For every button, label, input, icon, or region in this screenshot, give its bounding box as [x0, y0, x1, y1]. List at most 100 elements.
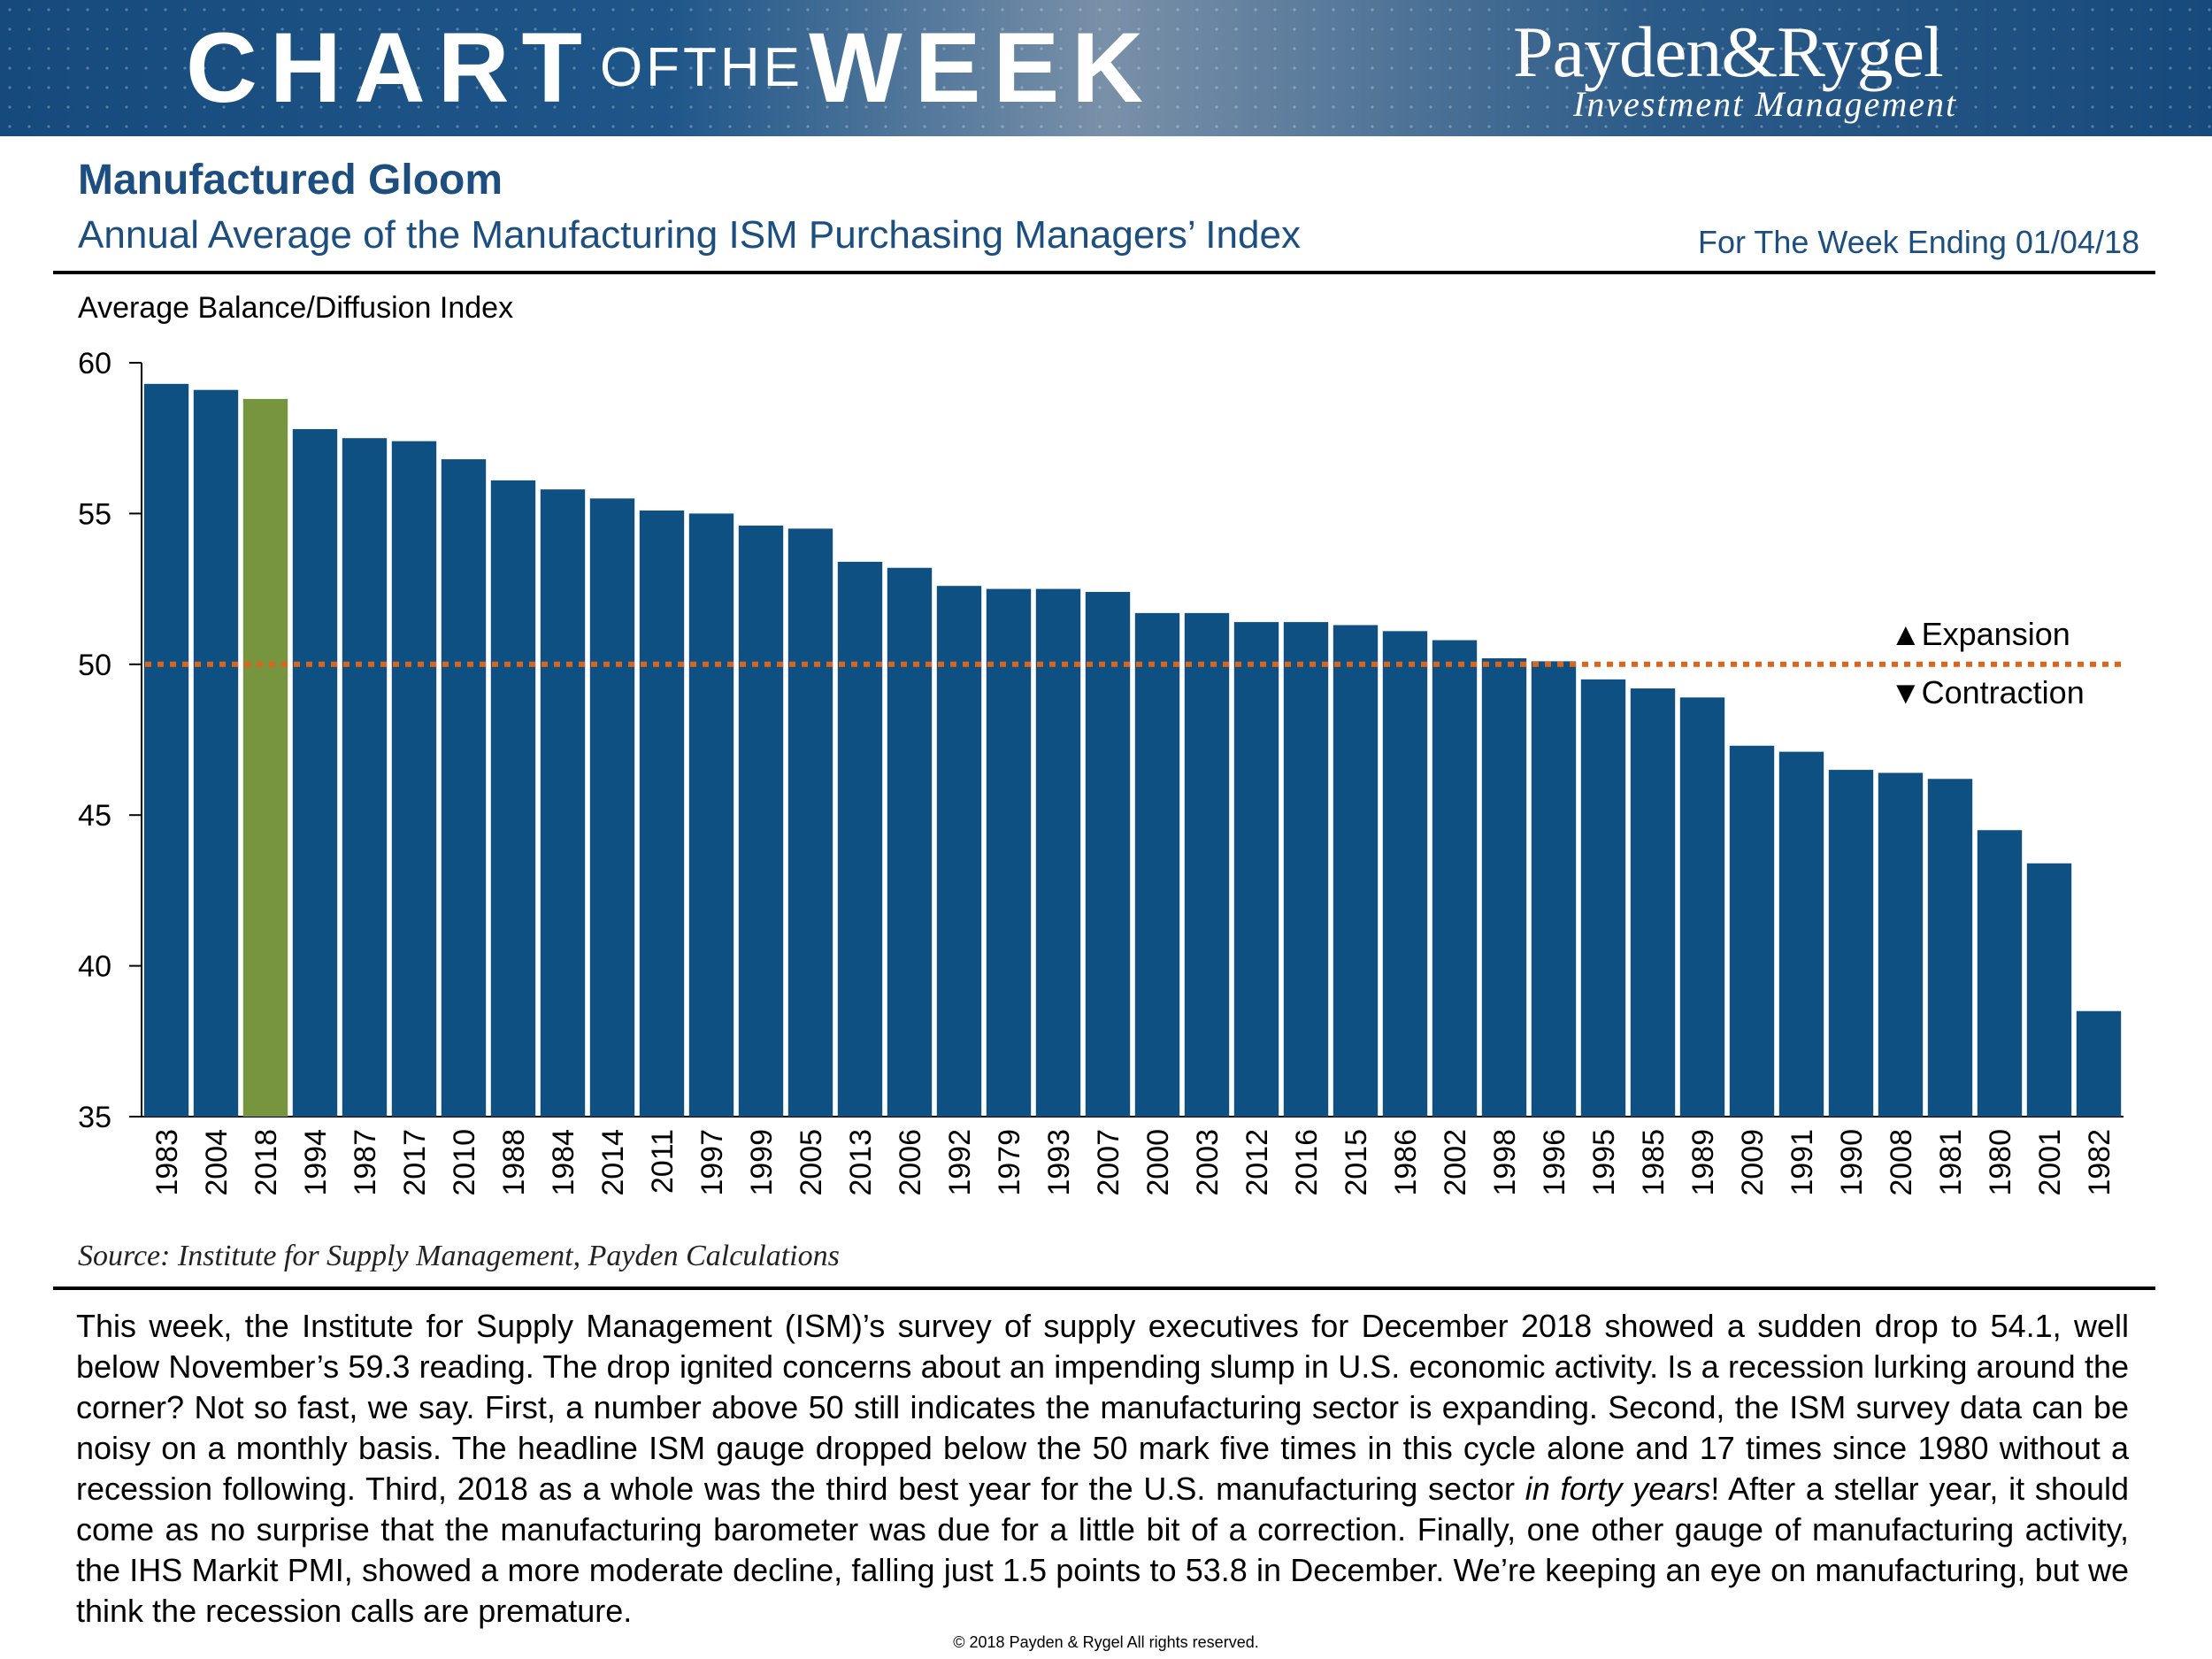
- x-tick-label: 2016: [1290, 1129, 1324, 1196]
- bar-1992: [936, 586, 982, 1117]
- expansion-label: ▲Expansion: [1890, 616, 2070, 652]
- bar-1983: [143, 383, 189, 1118]
- brand-name: Payden&Rygel: [1513, 12, 1944, 92]
- x-tick-label: 2012: [1240, 1129, 1274, 1196]
- page-subtitle: Annual Average of the Manufacturing ISM …: [78, 213, 1301, 257]
- x-tick-label: 1985: [1637, 1129, 1671, 1196]
- commentary-main: This week, the Institute for Supply Mana…: [76, 1308, 2129, 1507]
- x-tick-label: 2015: [1340, 1129, 1373, 1196]
- bar-1996: [1531, 661, 1577, 1117]
- x-tick-label: 1988: [497, 1129, 531, 1196]
- week-ending-date: For The Week Ending 01/04/18: [1698, 224, 2139, 260]
- x-tick-label: 1984: [547, 1129, 580, 1196]
- x-tick-label: 2007: [1092, 1129, 1125, 1196]
- x-tick-label: 2017: [398, 1129, 432, 1196]
- bar-1981: [1927, 779, 1973, 1117]
- bar-2009: [1729, 745, 1775, 1117]
- bar-2004: [193, 389, 239, 1117]
- bar-1994: [292, 428, 338, 1117]
- x-tick-label: 1980: [1984, 1129, 2017, 1196]
- x-tick-label: 1982: [2083, 1129, 2116, 1196]
- bar-1984: [540, 489, 586, 1117]
- x-tick-label: 2006: [894, 1129, 927, 1196]
- x-tick-label: 1990: [1835, 1129, 1869, 1196]
- source-divider: [53, 1286, 2155, 1290]
- bar-2007: [1085, 592, 1131, 1117]
- bar-1999: [738, 526, 784, 1117]
- logo-week-word: WEEK: [809, 12, 1156, 123]
- y-tick-label: 40: [78, 950, 111, 984]
- commentary-paragraph: This week, the Institute for Supply Mana…: [76, 1306, 2129, 1632]
- bar-chart: 35 40 45 50 55 60 1983 2004 2018 1994 1987 2017 201…: [78, 347, 2125, 1196]
- bar-1989: [1679, 697, 1725, 1117]
- source-note: Source: Institute for Supply Management,…: [78, 1240, 840, 1272]
- x-tick-label: 1999: [745, 1129, 779, 1196]
- y-tick-label: 35: [78, 1101, 111, 1134]
- x-tick-label: 1983: [150, 1129, 184, 1196]
- bar-1988: [490, 480, 536, 1117]
- y-tick-label: 60: [78, 347, 111, 380]
- logo-of-the-word: OFTHE: [599, 37, 804, 98]
- bar-2012: [1233, 622, 1279, 1117]
- brand-tagline: Investment Management: [1573, 84, 1958, 124]
- chart-annotations: ▲Expansion ▼Contraction: [145, 616, 2125, 710]
- x-tick-label: 1989: [1686, 1129, 1720, 1196]
- x-tick-label: 1998: [1488, 1129, 1522, 1196]
- x-tick-label: 2004: [200, 1129, 234, 1196]
- bar-1986: [1382, 631, 1428, 1117]
- y-axis-title: Average Balance/Diffusion Index: [78, 291, 514, 325]
- bar-2001: [2026, 863, 2072, 1117]
- bar-1991: [1778, 751, 1824, 1117]
- x-tick-label: 1986: [1389, 1129, 1423, 1196]
- x-tick-label: 2001: [2033, 1129, 2067, 1196]
- x-tick-label: 1987: [349, 1129, 382, 1196]
- page-title: Manufactured Gloom: [78, 157, 503, 204]
- x-tick-label: 2005: [795, 1129, 828, 1196]
- y-tick-label: 55: [78, 497, 111, 531]
- x-tick-label: 2010: [448, 1129, 481, 1196]
- bar-2003: [1184, 612, 1230, 1117]
- commentary-text: This week, the Institute for Supply Mana…: [76, 1306, 2129, 1632]
- x-tick-label: 1993: [1042, 1129, 1076, 1196]
- x-tick-label: 2018: [250, 1129, 283, 1196]
- x-tick-label: 1979: [993, 1129, 1026, 1196]
- contraction-label: ▼Contraction: [1890, 674, 2085, 710]
- logo-chart-word: CHART: [186, 12, 595, 123]
- commentary-rest: ! After a stellar year, it should come a…: [76, 1471, 2130, 1629]
- bar-2017: [391, 441, 437, 1117]
- bar-2010: [441, 459, 487, 1117]
- bar-1980: [1977, 830, 2023, 1117]
- y-tick-label: 50: [78, 649, 111, 682]
- x-tick-label: 1994: [299, 1129, 333, 1196]
- bar-2002: [1432, 640, 1478, 1117]
- x-tick-label: 1995: [1587, 1129, 1621, 1196]
- bar-1979: [986, 588, 1032, 1117]
- commentary-emphasis: in forty years: [1525, 1471, 1711, 1507]
- bar-2013: [837, 561, 883, 1117]
- x-tick-labels: 1983 2004 2018 1994 1987 2017 2010 1988 1984 2014…: [150, 1129, 2116, 1196]
- bar-2008: [1878, 772, 1924, 1117]
- x-tick-label: 1981: [1934, 1129, 1968, 1196]
- x-tick-label: 2011: [646, 1129, 680, 1194]
- bar-2015: [1333, 625, 1379, 1117]
- x-tick-label: 1997: [695, 1129, 729, 1196]
- x-tick-label: 2002: [1439, 1129, 1472, 1196]
- bar-1997: [688, 513, 734, 1117]
- y-tick-label: 45: [78, 799, 111, 833]
- header-banner: CHARTOFTHEWEEK Payden&Rygel Investment M…: [0, 0, 2212, 136]
- bar-1993: [1035, 588, 1081, 1117]
- x-tick-label: 2008: [1885, 1129, 1918, 1196]
- bar-2011: [639, 510, 685, 1117]
- bar-1995: [1580, 679, 1626, 1117]
- bar-2016: [1283, 622, 1329, 1117]
- bar-2018: [242, 398, 288, 1117]
- bar-2006: [887, 567, 933, 1117]
- copyright-footer: © 2018 Payden & Rygel All rights reserve…: [953, 1633, 1259, 1651]
- bar-2014: [589, 498, 635, 1117]
- bar-1998: [1481, 657, 1527, 1117]
- bar-1987: [342, 438, 388, 1117]
- chart-bars: [143, 383, 2122, 1118]
- title-divider: [53, 271, 2155, 274]
- x-tick-label: 2000: [1141, 1129, 1175, 1196]
- bar-2005: [787, 528, 833, 1117]
